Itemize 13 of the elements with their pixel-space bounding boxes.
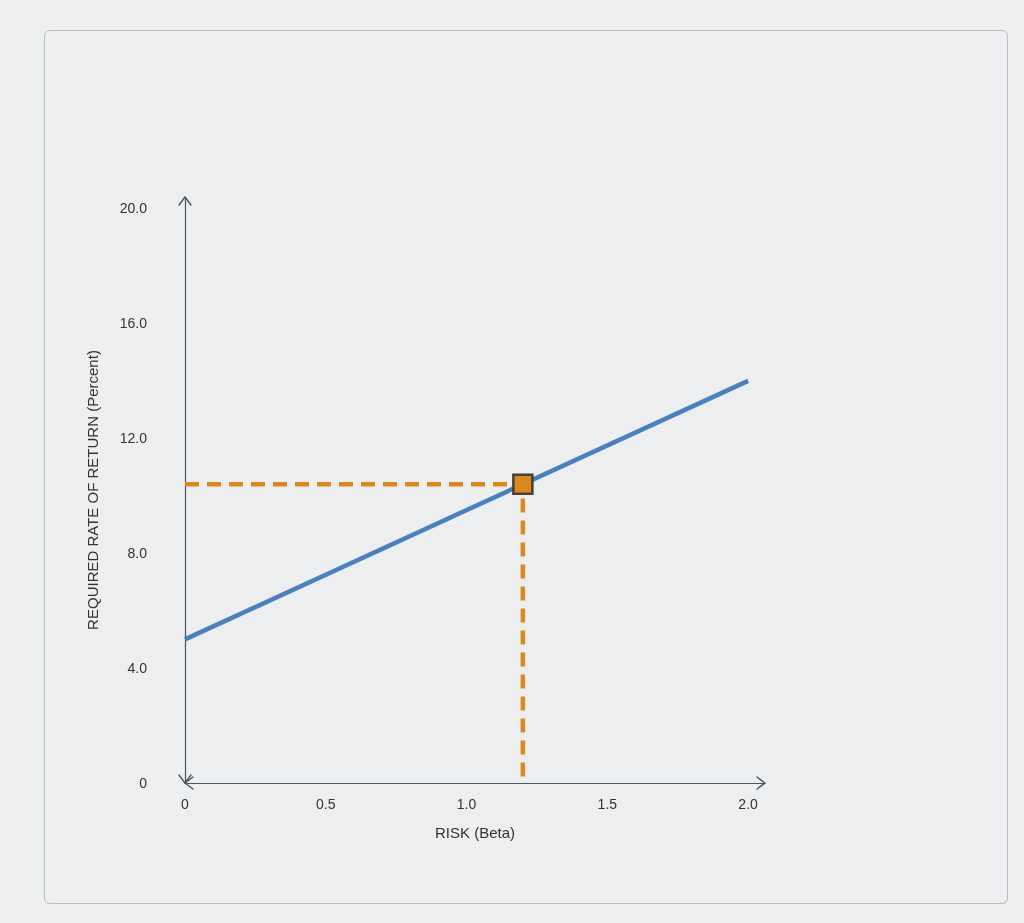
y-axis-title: REQUIRED RATE OF RETURN (Percent) bbox=[84, 350, 101, 630]
x-tick-label: 0.5 bbox=[316, 796, 336, 812]
x-tick-label: 2.0 bbox=[738, 796, 759, 812]
x-axis-title: RISK (Beta) bbox=[434, 824, 516, 841]
x-tick-label: 1.5 bbox=[597, 796, 618, 812]
y-tick-label: 0 bbox=[139, 775, 148, 791]
y-tick-label: 12.0 bbox=[119, 430, 148, 447]
y-tick-label: 8.0 bbox=[127, 545, 148, 562]
x-tick-label: 1.0 bbox=[456, 796, 477, 812]
y-tick-label: 4.0 bbox=[127, 660, 148, 677]
y-tick-label: 16.0 bbox=[119, 315, 148, 332]
x-tick-label: 0 bbox=[181, 796, 190, 812]
y-tick-label: 20.0 bbox=[119, 200, 148, 217]
